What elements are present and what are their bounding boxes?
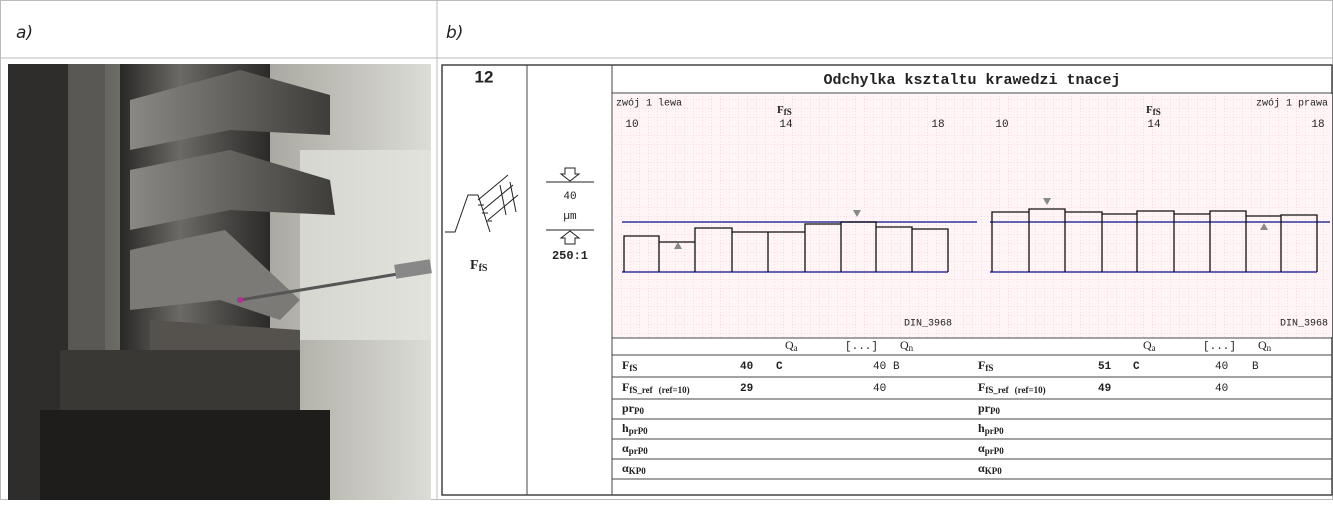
scale-value: 40 xyxy=(563,191,576,203)
figure: a) b) 12 Odchylka ksztaltu krawedzi tnac… xyxy=(0,0,1333,500)
value: 51 xyxy=(1098,361,1112,373)
scale-unit: µm xyxy=(563,211,577,223)
limit: 40 xyxy=(1215,383,1228,395)
tick-label: 14 xyxy=(779,119,793,131)
photo xyxy=(8,64,432,500)
value: 40 xyxy=(740,361,753,373)
limit-class: B xyxy=(1252,361,1259,373)
quality-class: C xyxy=(776,361,783,373)
standard: DIN_3968 xyxy=(904,319,952,330)
limit: 40 xyxy=(873,361,886,373)
tick-label: 18 xyxy=(1311,119,1324,131)
panel-label: a) xyxy=(16,23,33,43)
quality-class: C xyxy=(1133,361,1140,373)
tick-label: 10 xyxy=(625,119,638,131)
flank-label: zwój 1 lewa xyxy=(616,98,682,110)
value: 49 xyxy=(1098,383,1111,395)
value: 29 xyxy=(740,383,753,395)
column-header: [...] xyxy=(845,341,878,353)
report-title: Odchylka ksztaltu krawedzi tnacej xyxy=(823,72,1120,89)
limit: 40 xyxy=(873,383,886,395)
sheet-number: 12 xyxy=(475,67,494,86)
panel-label: b) xyxy=(446,23,463,43)
plot-grid xyxy=(613,94,1332,337)
tick-label: 10 xyxy=(995,119,1008,131)
scale-ratio: 250:1 xyxy=(552,249,588,263)
column-header: [...] xyxy=(1203,341,1236,353)
tick-label: 14 xyxy=(1147,119,1161,131)
limit: 40 xyxy=(1215,361,1228,373)
limit-class: B xyxy=(893,361,900,373)
flank-label: zwój 1 prawa xyxy=(1256,98,1328,110)
tick-label: 18 xyxy=(931,119,944,131)
standard: DIN_3968 xyxy=(1280,319,1328,330)
